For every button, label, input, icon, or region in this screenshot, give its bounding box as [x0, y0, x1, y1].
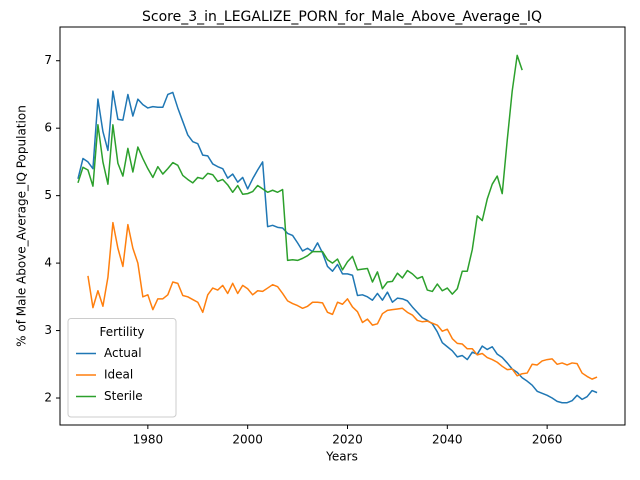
y-tick-label: 6 — [44, 121, 52, 135]
legend-label: Actual — [104, 346, 142, 360]
y-tick-label: 7 — [44, 53, 52, 67]
x-tick-label: 2000 — [232, 433, 263, 447]
x-tick-label: 1980 — [133, 433, 164, 447]
x-axis-label: Years — [325, 450, 358, 464]
legend-label: Sterile — [104, 389, 143, 403]
legend: Fertility Actual Ideal Sterile — [67, 318, 177, 418]
legend-title: Fertility — [99, 325, 144, 339]
y-tick-label: 3 — [44, 323, 52, 337]
x-tick-label: 2040 — [432, 433, 463, 447]
x-tick-label: 2020 — [332, 433, 363, 447]
series-line — [77, 54, 523, 295]
y-tick-label: 5 — [44, 188, 52, 202]
y-axis-label: % of Male Above_Average_IQ Population — [15, 105, 29, 347]
y-tick-label: 4 — [44, 256, 52, 270]
legend-box — [67, 318, 177, 418]
series-line — [87, 221, 598, 380]
y-tick-label: 2 — [44, 391, 52, 405]
plot-frame — [59, 26, 626, 426]
legend-label: Ideal — [104, 368, 133, 382]
series-line — [77, 90, 598, 404]
chart-title: Score_3_in_LEGALIZE_PORN_for_Male_Above_… — [142, 9, 542, 25]
x-tick-label: 2060 — [532, 433, 563, 447]
